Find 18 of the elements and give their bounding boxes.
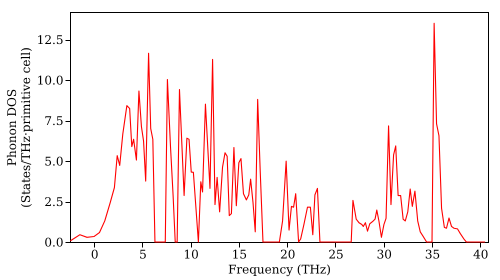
x-tick-label: 30 bbox=[376, 248, 392, 262]
y-tick-label: 7.5 bbox=[44, 114, 64, 128]
y-tick-label: 0.0 bbox=[44, 236, 64, 250]
y-axis-title: Phonon DOS (States/THz·primitive cell) bbox=[4, 47, 33, 208]
y-tick-label: 5.0 bbox=[44, 154, 64, 169]
x-tick-label: 5 bbox=[139, 248, 147, 262]
line-series bbox=[70, 22, 486, 243]
y-tick-label: 12.5 bbox=[36, 33, 64, 48]
x-tick-label: 25 bbox=[328, 248, 344, 262]
x-tick-label: 10 bbox=[184, 248, 199, 262]
y-tick-label: 10.0 bbox=[36, 74, 64, 88]
x-axis-title: Frequency (THz) bbox=[228, 262, 331, 276]
x-tick-label: 0 bbox=[90, 248, 98, 262]
x-tick-label: 15 bbox=[232, 248, 248, 262]
x-tick-label: 20 bbox=[280, 248, 296, 262]
y-tick-label: 2.5 bbox=[44, 195, 64, 210]
x-tick-label: 40 bbox=[473, 248, 488, 262]
x-tick-label: 35 bbox=[424, 248, 440, 262]
